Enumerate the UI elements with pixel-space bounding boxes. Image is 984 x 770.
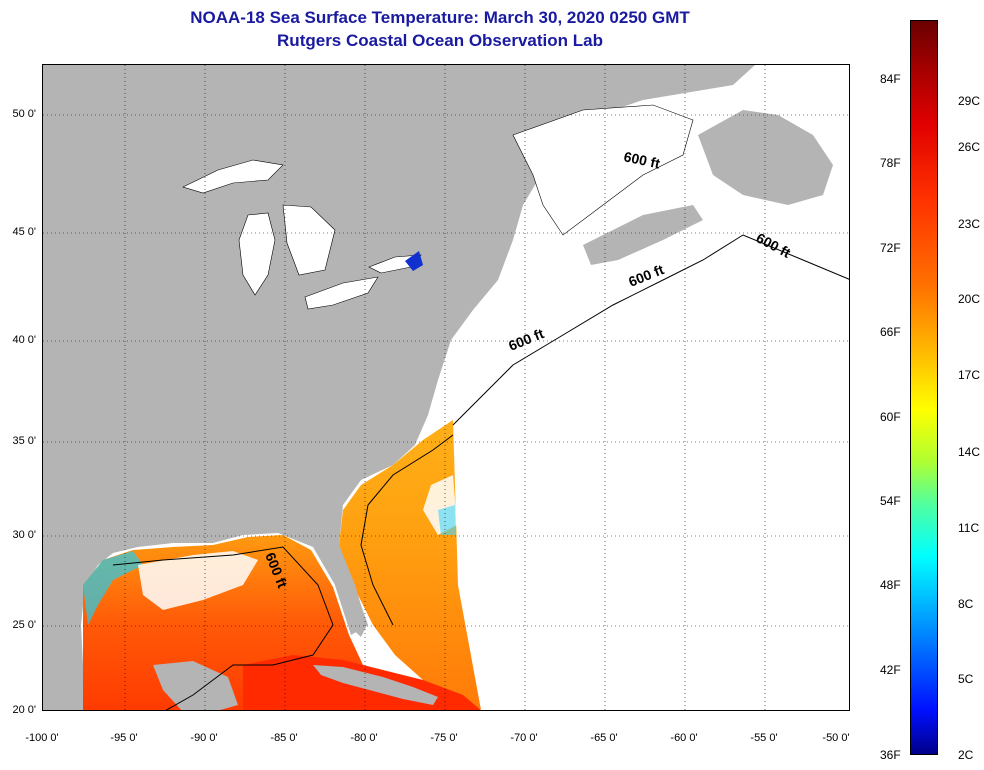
colorbar-f-60: 60F [880,410,901,424]
gulf-of-st-lawrence [512,104,694,236]
lon-label-75: -75 0' [430,732,458,744]
lat-label-20: 20 0' [12,704,36,716]
lake-erie [304,276,379,310]
lat-label-40: 40 0' [12,334,36,346]
sst-gulf-cool-edge [83,551,143,625]
contour-label-2: 600 ft [754,230,794,261]
colorbar-c-29: 29C [958,94,981,108]
graticule [43,65,849,710]
lon-label-50: -50 0' [822,732,850,744]
land-maritimes [583,205,703,265]
colorbar-c-20: 20C [958,292,981,306]
colorbar-c-8: 8C [958,597,974,611]
colorbar-f-78: 78F [880,156,901,170]
land-florida [335,545,367,637]
sst-map: 600 ft 600 ft 600 ft 600 ft 600 ft [42,64,850,711]
lon-label-70: -70 0' [510,732,538,744]
lat-label-25: 25 0' [12,619,36,631]
lake-champlain-sst [405,251,423,271]
contour-line-gulf [112,546,334,710]
map-canvas: 600 ft 600 ft 600 ft 600 ft 600 ft [43,65,849,710]
title-line-1: NOAA-18 Sea Surface Temperature: March 3… [190,8,690,27]
lon-label-60: -60 0' [670,732,698,744]
lat-label-45: 45 0' [12,226,36,238]
colorbar-f-66: 66F [880,325,901,339]
contour-label-4: 600 ft [506,325,546,354]
lon-label-90: -90 0' [190,732,218,744]
temperature-colorbar [910,20,938,755]
contour-line-atl-south [360,434,454,626]
sst-gulf-cloud [138,551,258,610]
colorbar-c-2: 2C [958,748,974,762]
lat-label-50: 50 0' [12,108,36,120]
contour-label-3: 600 ft [626,261,666,290]
land-cuba [313,665,438,705]
colorbar-c-23: 23C [958,217,981,231]
colorbar-c-11: 11C [958,521,980,535]
lon-label-65: -65 0' [590,732,618,744]
colorbar-c-14: 14C [958,445,981,459]
colorbar-f-36: 36F [880,748,901,762]
colorbar-f-84: 84F [880,72,901,86]
contour-line-north [452,234,849,426]
lat-label-30: 30 0' [12,529,36,541]
land-yucatan [153,661,238,710]
colorbar-f-72: 72F [880,241,901,255]
title-line-2: Rutgers Coastal Ocean Observation Lab [277,31,603,50]
land-newfoundland [698,110,833,205]
lon-label-55: -55 0' [750,732,778,744]
colorbar-f-48: 48F [880,578,901,592]
lake-huron [282,204,336,276]
colorbar-f-54: 54F [880,494,901,508]
colorbar-c-5: 5C [958,672,974,686]
colorbar-c-17: 17C [958,368,981,382]
lon-label-100: -100 0' [25,732,59,744]
lon-label-80: -80 0' [350,732,378,744]
lake-superior [182,159,284,194]
lon-label-95: -95 0' [110,732,138,744]
contour-label-1: 600 ft [622,148,661,171]
lon-label-85: -85 0' [270,732,298,744]
land-mass [43,65,755,710]
colorbar-f-42: 42F [880,663,901,677]
lat-label-35: 35 0' [12,435,36,447]
sst-cool-patch-atl [438,505,456,535]
colorbar-c-26: 26C [958,140,981,154]
lake-michigan [238,212,276,296]
